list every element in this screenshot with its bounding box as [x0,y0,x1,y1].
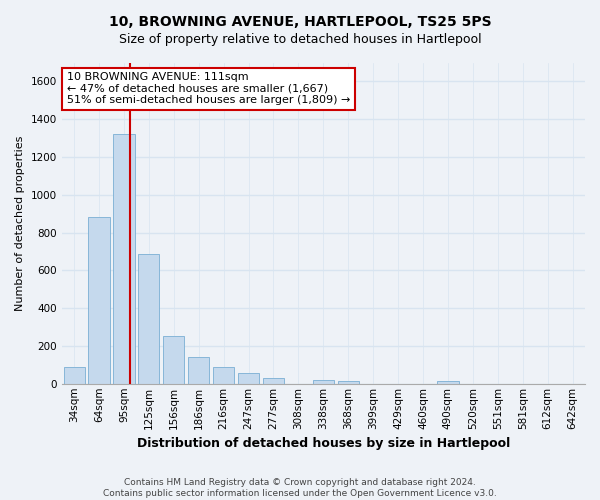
Bar [263,378,284,384]
Bar [437,381,458,384]
Text: 10 BROWNING AVENUE: 111sqm
← 47% of detached houses are smaller (1,667)
51% of s: 10 BROWNING AVENUE: 111sqm ← 47% of deta… [67,72,350,106]
Y-axis label: Number of detached properties: Number of detached properties [15,136,25,311]
Bar [163,336,184,384]
Bar [338,382,359,384]
Bar [313,380,334,384]
Bar [188,356,209,384]
Bar [64,367,85,384]
Bar [238,374,259,384]
Bar [113,134,134,384]
Bar [88,218,110,384]
X-axis label: Distribution of detached houses by size in Hartlepool: Distribution of detached houses by size … [137,437,510,450]
Bar [213,367,234,384]
Text: 10, BROWNING AVENUE, HARTLEPOOL, TS25 5PS: 10, BROWNING AVENUE, HARTLEPOOL, TS25 5P… [109,15,491,29]
Bar [138,254,160,384]
Text: Contains HM Land Registry data © Crown copyright and database right 2024.
Contai: Contains HM Land Registry data © Crown c… [103,478,497,498]
Text: Size of property relative to detached houses in Hartlepool: Size of property relative to detached ho… [119,32,481,46]
